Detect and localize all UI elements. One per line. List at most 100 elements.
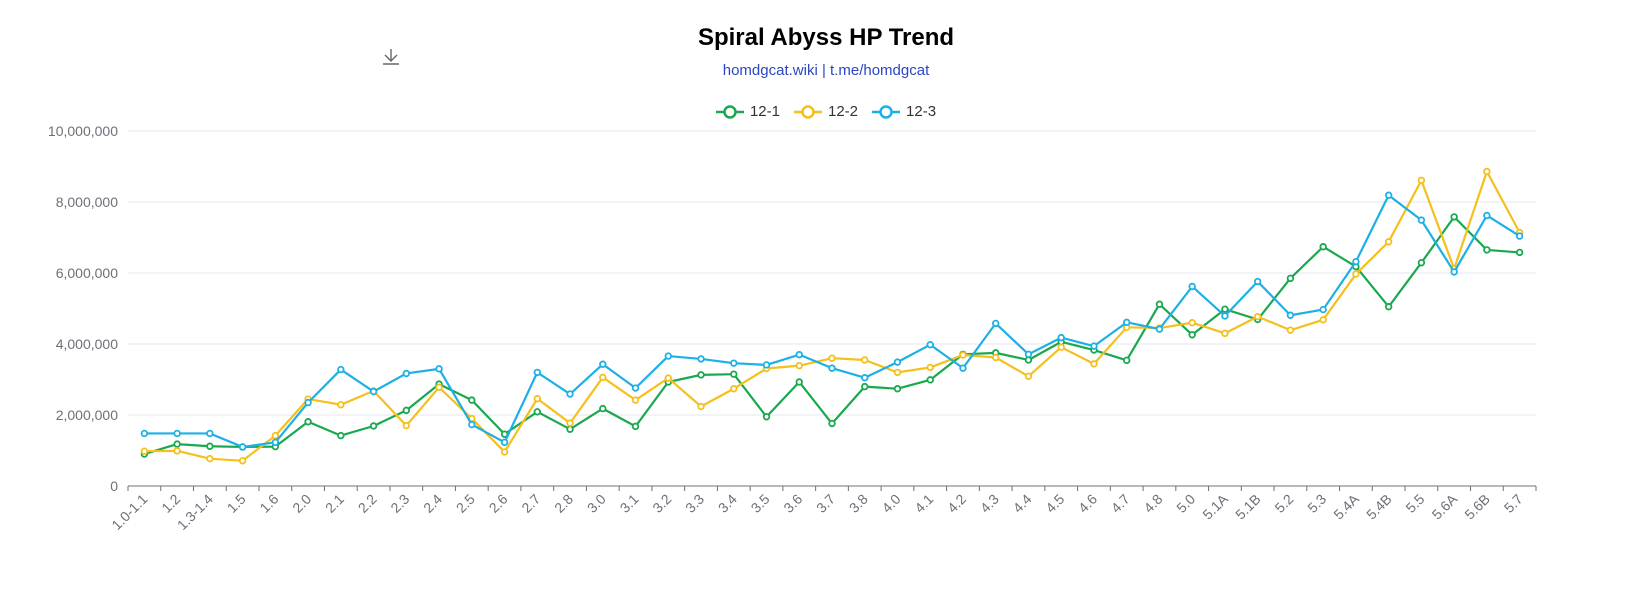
data-point-12-3 (1090, 342, 1098, 350)
data-point-12-1 (468, 396, 476, 404)
data-point-12-3 (1450, 268, 1458, 276)
data-point-12-3 (795, 350, 803, 359)
y-tick-label: 10,000,000 (48, 123, 118, 139)
data-point-12-3 (1286, 311, 1295, 319)
x-tick-label: 3.3 (682, 491, 707, 516)
data-point-12-3 (893, 358, 902, 366)
data-point-12-2 (1319, 316, 1327, 324)
data-point-12-3 (1122, 318, 1131, 327)
x-tick-label: 2.6 (486, 491, 511, 516)
data-point-12-3 (533, 368, 542, 377)
data-point-12-3 (1221, 312, 1229, 320)
legend-item-12-3[interactable]: 12-3 (872, 103, 936, 120)
data-point-12-1 (1188, 331, 1196, 339)
data-point-12-1 (304, 418, 312, 426)
data-point-12-2 (1352, 270, 1360, 278)
x-tick-label: 3.4 (715, 491, 740, 516)
chart-subtitle[interactable]: homdgcat.wiki | t.me/homdgcat (722, 62, 930, 79)
x-tick-label: 2.3 (387, 491, 412, 516)
data-point-12-3 (1384, 191, 1393, 199)
data-point-12-1 (697, 371, 705, 379)
x-tick-label: 4.2 (944, 491, 969, 516)
legend-item-12-2[interactable]: 12-2 (793, 103, 859, 120)
y-tick-label: 6,000,000 (56, 265, 118, 281)
x-tick-label: 5.5 (1402, 491, 1427, 516)
x-tick-label: 5.0 (1173, 491, 1198, 516)
data-point-12-1 (1515, 248, 1524, 257)
legend-label-12-1: 12-1 (749, 103, 780, 120)
x-tick-label: 4.7 (1108, 491, 1133, 516)
data-point-12-2 (271, 431, 280, 440)
x-tick-label: 5.4B (1363, 491, 1395, 523)
data-point-12-1 (631, 422, 640, 431)
data-point-12-2 (1384, 238, 1393, 246)
legend-marker-12-3 (872, 104, 901, 119)
data-point-12-2 (1057, 343, 1065, 351)
data-point-12-3 (468, 420, 476, 429)
x-tick-label: 2.8 (551, 491, 576, 516)
data-point-12-3 (599, 360, 607, 368)
legend-label-12-2: 12-2 (827, 103, 859, 120)
series-line-12-3 (144, 194, 1521, 449)
data-point-12-3 (1253, 277, 1262, 286)
data-point-12-3 (566, 390, 574, 398)
data-point-12-3 (697, 355, 705, 363)
data-point-12-1 (533, 408, 542, 416)
data-point-12-2 (1090, 360, 1098, 368)
data-point-12-1 (926, 376, 934, 384)
data-point-12-1 (795, 378, 803, 386)
x-tick-label: 2.1 (322, 491, 347, 516)
x-tick-label: 2.7 (518, 491, 543, 516)
data-point-12-1 (1122, 356, 1131, 365)
x-tick-label: 2.4 (420, 491, 445, 516)
data-point-12-2 (1417, 176, 1426, 185)
x-tick-label: 4.5 (1042, 491, 1067, 516)
data-point-12-3 (664, 352, 672, 360)
data-point-12-1 (1221, 305, 1229, 313)
data-point-12-3 (828, 364, 836, 372)
x-tick-label: 4.0 (879, 491, 904, 516)
legend-marker-12-2 (793, 104, 822, 119)
x-tick-label: 5.4A (1330, 490, 1362, 522)
series-line-12-1 (144, 215, 1520, 456)
data-point-12-3 (173, 429, 181, 438)
x-tick-label: 2.2 (355, 491, 380, 516)
x-tick-label: 4.6 (1075, 491, 1100, 516)
data-point-12-2 (238, 457, 247, 465)
data-point-12-3 (140, 429, 149, 438)
data-point-12-2 (861, 356, 869, 364)
data-point-12-2 (173, 447, 181, 455)
data-point-12-2 (1024, 372, 1033, 381)
legend-item-12-1[interactable]: 12-1 (715, 103, 780, 120)
data-point-12-1 (402, 406, 411, 415)
data-point-12-3 (926, 341, 934, 349)
y-tick-label: 2,000,000 (56, 407, 118, 423)
x-tick-label: 5.7 (1501, 491, 1526, 516)
data-point-12-1 (828, 419, 836, 428)
data-point-12-2 (893, 368, 902, 377)
x-tick-label: 3.8 (846, 491, 871, 516)
data-point-12-2 (1253, 312, 1262, 321)
data-point-12-2 (730, 385, 738, 393)
data-point-12-2 (926, 363, 934, 372)
download-icon[interactable] (380, 46, 402, 68)
data-point-12-3 (1417, 216, 1426, 224)
x-tick-label: 1.0-1.1 (108, 491, 150, 533)
x-tick-label: 5.6A (1429, 490, 1461, 522)
data-point-12-2 (140, 447, 149, 455)
data-point-12-2 (795, 361, 803, 370)
data-point-12-3 (238, 443, 247, 451)
data-point-12-3 (1057, 333, 1065, 342)
chart-legend: 12-1 12-2 12-3 (0, 103, 1652, 120)
data-point-12-3 (1515, 232, 1524, 240)
x-tick-label: 2.0 (289, 491, 314, 516)
x-tick-label: 5.1A (1199, 490, 1231, 522)
x-tick-label: 3.0 (584, 491, 609, 516)
data-point-12-2 (828, 354, 836, 362)
data-point-12-2 (566, 419, 574, 427)
x-tick-label: 2.5 (453, 491, 478, 516)
data-point-12-2 (500, 448, 509, 456)
data-point-12-2 (664, 374, 672, 382)
x-tick-label: 5.2 (1271, 491, 1296, 516)
